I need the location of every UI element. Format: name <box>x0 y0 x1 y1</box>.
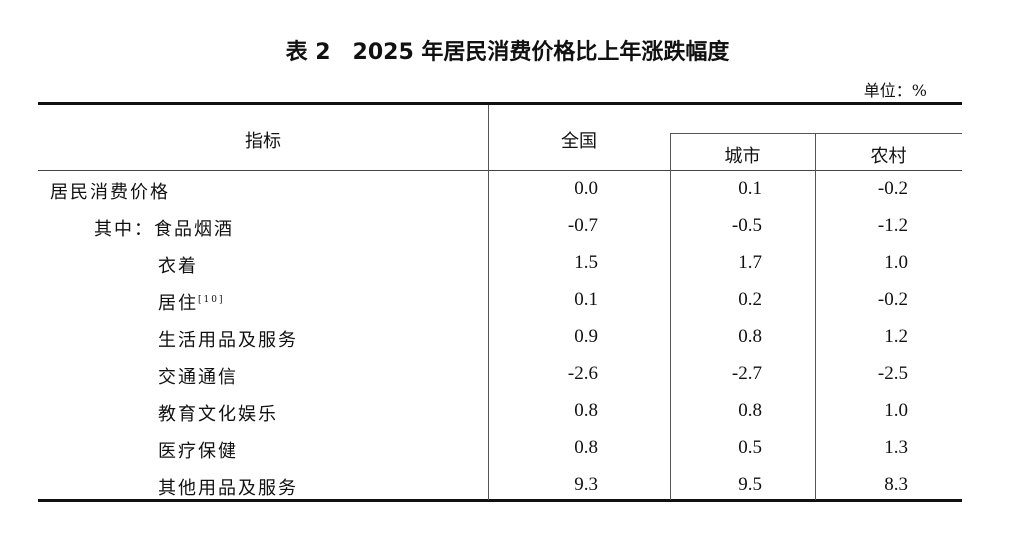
table-row: 衣着 1.5 1.7 1.0 <box>38 245 962 282</box>
table-row: 居民消费价格 0.0 0.1 -0.2 <box>38 171 962 208</box>
footnote-ref: [10] <box>198 295 225 305</box>
value-national: 0.8 <box>574 400 598 421</box>
value-rural: -1.2 <box>877 215 908 236</box>
value-rural: 8.3 <box>884 474 908 495</box>
value-urban: 0.2 <box>738 289 762 310</box>
table-row: 教育文化娱乐 0.8 0.8 1.0 <box>38 393 962 430</box>
value-national: 1.5 <box>574 252 598 273</box>
row-label-text: 教育文化娱乐 <box>158 404 278 425</box>
value-rural: 1.0 <box>884 252 908 273</box>
row-label: 教育文化娱乐 <box>158 400 278 426</box>
column-divider <box>488 105 489 500</box>
value-rural: -2.5 <box>877 363 908 384</box>
column-divider <box>670 133 671 500</box>
header-urban: 城市 <box>724 146 761 167</box>
table-title: 表 2 2025 年居民消费价格比上年涨跌幅度 <box>285 40 730 65</box>
value-urban: 1.7 <box>738 252 762 273</box>
unit-label: 单位：% <box>863 81 927 100</box>
subheader-rule <box>670 133 962 134</box>
row-label: 衣着 <box>158 252 198 278</box>
row-label: 其中：食品烟酒 <box>94 215 234 241</box>
row-label: 医疗保健 <box>158 437 238 463</box>
value-rural: -0.2 <box>877 289 908 310</box>
row-label: 居住[10] <box>158 289 224 315</box>
value-rural: 1.2 <box>884 326 908 347</box>
value-rural: -0.2 <box>877 178 908 199</box>
row-label-text: 交通通信 <box>158 367 238 388</box>
table-row: 生活用品及服务 0.9 0.8 1.2 <box>38 319 962 356</box>
row-label: 居民消费价格 <box>50 178 170 204</box>
table-row: 其他用品及服务 9.3 9.5 8.3 <box>38 467 962 504</box>
value-urban: -2.7 <box>731 363 762 384</box>
header-rural: 农村 <box>870 146 907 167</box>
value-national: -2.6 <box>567 363 598 384</box>
row-label-text: 居住 <box>158 293 198 314</box>
table-row: 其中：食品烟酒 -0.7 -0.5 -1.2 <box>38 208 962 245</box>
value-national: -0.7 <box>567 215 598 236</box>
value-national: 0.1 <box>574 289 598 310</box>
value-national: 9.3 <box>574 474 598 495</box>
row-label-text: 衣着 <box>158 256 198 277</box>
header-rule <box>38 170 962 171</box>
header-indicator: 指标 <box>245 131 281 152</box>
value-national: 0.0 <box>574 178 598 199</box>
value-urban: 0.5 <box>738 437 762 458</box>
row-label: 交通通信 <box>158 363 238 389</box>
value-national: 0.9 <box>574 326 598 347</box>
value-urban: 0.8 <box>738 326 762 347</box>
header-national: 全国 <box>561 131 597 152</box>
value-urban: 0.8 <box>738 400 762 421</box>
top-rule <box>38 102 962 105</box>
value-urban: 9.5 <box>738 474 762 495</box>
column-divider <box>815 133 816 500</box>
row-label-text: 生活用品及服务 <box>158 330 298 351</box>
row-label-text: 其他用品及服务 <box>158 478 298 499</box>
value-urban: 0.1 <box>738 178 762 199</box>
row-label: 其他用品及服务 <box>158 474 298 500</box>
row-label: 生活用品及服务 <box>158 326 298 352</box>
value-rural: 1.0 <box>884 400 908 421</box>
row-label-text: 医疗保健 <box>158 441 238 462</box>
value-urban: -0.5 <box>731 215 762 236</box>
table-row: 交通通信 -2.6 -2.7 -2.5 <box>38 356 962 393</box>
row-label-text: 居民消费价格 <box>50 182 170 203</box>
bottom-rule <box>38 499 962 502</box>
table-row: 居住[10] 0.1 0.2 -0.2 <box>38 282 962 319</box>
value-rural: 1.3 <box>884 437 908 458</box>
table-row: 医疗保健 0.8 0.5 1.3 <box>38 430 962 467</box>
value-national: 0.8 <box>574 437 598 458</box>
row-label-text: 其中：食品烟酒 <box>94 219 234 240</box>
